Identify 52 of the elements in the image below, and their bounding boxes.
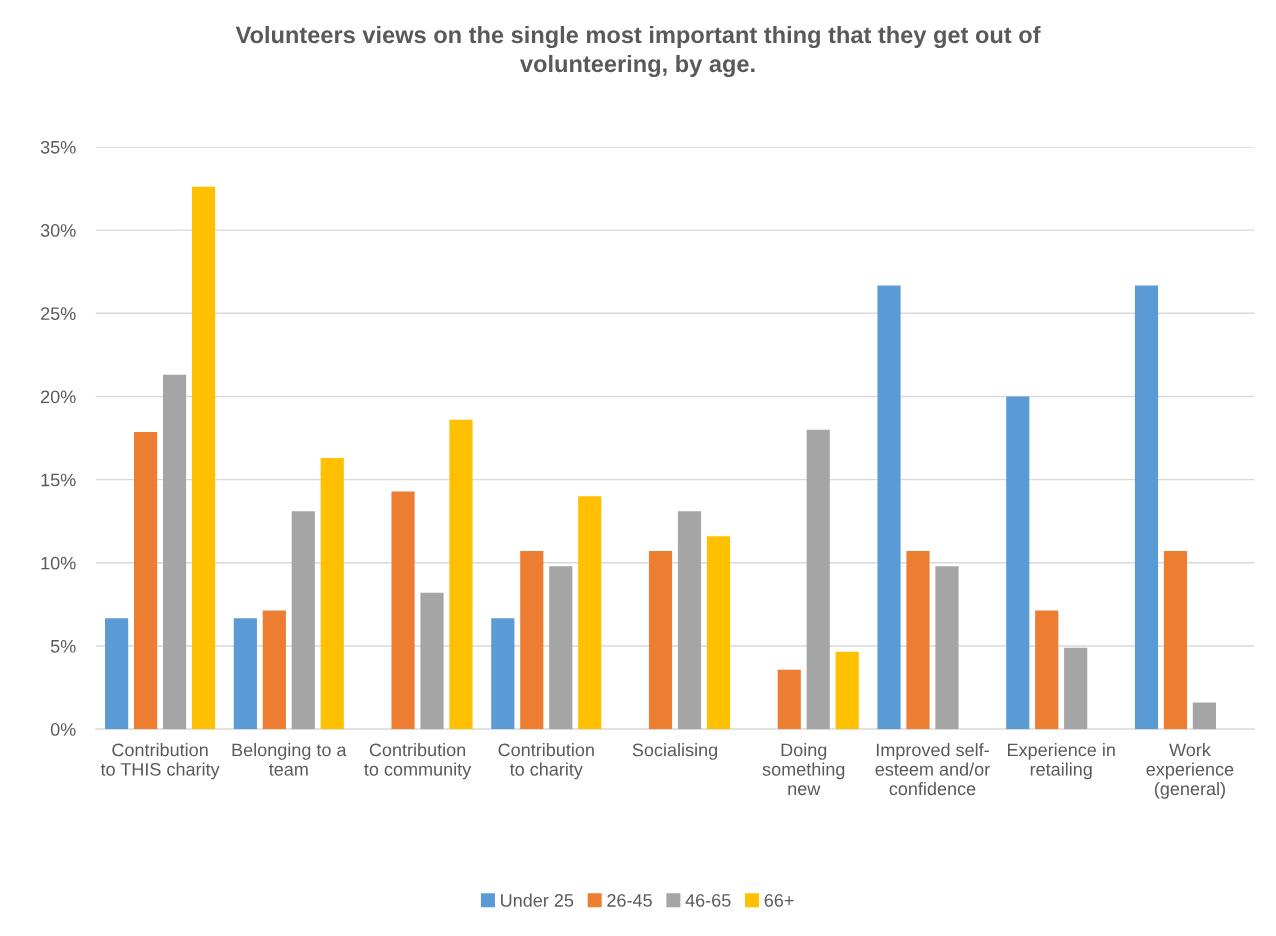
y-tick-label: 10% xyxy=(41,556,76,570)
x-tick-label: Doing something new xyxy=(762,743,845,796)
y-tick-label: 20% xyxy=(41,390,76,404)
y-tick-label: 5% xyxy=(50,639,76,653)
bar xyxy=(262,610,286,730)
bar xyxy=(162,374,187,730)
bar xyxy=(233,618,257,730)
bar xyxy=(549,566,573,730)
bar xyxy=(391,491,415,730)
x-tick-label: Contribution to charity xyxy=(498,743,594,780)
y-tick-label: 15% xyxy=(41,473,76,487)
bar xyxy=(777,669,801,730)
x-tick-label: Experience in retailing xyxy=(1007,743,1115,780)
legend-label: Under 25 xyxy=(501,893,574,907)
legend-label: 46-65 xyxy=(685,894,731,907)
bar xyxy=(677,511,702,730)
x-tick-label: Improved self- esteem and/or confidence xyxy=(875,743,990,796)
bar xyxy=(449,419,473,730)
bar xyxy=(291,511,315,730)
bar xyxy=(1006,396,1030,730)
bar xyxy=(105,618,129,730)
x-tick-label: Socialising xyxy=(632,743,717,760)
y-tick-label: 35% xyxy=(40,140,76,154)
y-tick-label: 25% xyxy=(41,307,76,321)
bar xyxy=(935,566,959,730)
bar xyxy=(191,186,216,730)
bar xyxy=(491,618,515,730)
bar xyxy=(520,550,544,730)
x-tick-label: Work experience (general) xyxy=(1146,743,1234,799)
y-tick-label: 0% xyxy=(50,723,76,736)
bar xyxy=(648,550,673,730)
bar xyxy=(578,496,602,730)
legend-label: 26-45 xyxy=(607,894,652,907)
bar xyxy=(1192,702,1217,730)
x-tick-label: Belonging to a team xyxy=(232,743,347,776)
legend-label: 66+ xyxy=(764,894,794,907)
x-tick-label: Contribution to community xyxy=(364,743,472,780)
bar xyxy=(420,592,444,730)
bar xyxy=(806,429,830,730)
bar xyxy=(1163,550,1188,730)
x-tick-label: Contribution to THIS charity xyxy=(100,743,220,780)
bar xyxy=(134,432,158,730)
bar xyxy=(1035,610,1059,730)
bar xyxy=(1064,647,1088,730)
bar xyxy=(1134,285,1159,730)
bar xyxy=(877,285,901,730)
bar xyxy=(835,651,859,730)
bar xyxy=(906,550,930,730)
bar xyxy=(320,458,344,730)
bar xyxy=(706,536,731,730)
y-tick-label: 30% xyxy=(40,224,76,237)
chart-title: Volunteers views on the single most important thing that they get out of volunteering, by age. xyxy=(235,25,1041,78)
